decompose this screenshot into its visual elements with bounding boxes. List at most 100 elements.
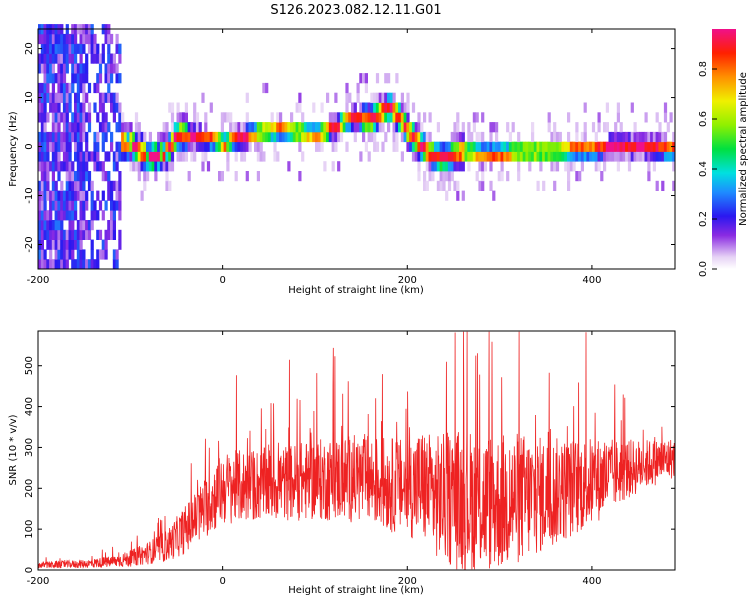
- spectrogram-cell: [85, 141, 89, 152]
- spectrogram-cell: [85, 53, 89, 64]
- spectrogram-cell: [82, 190, 86, 201]
- spectrogram-cell: [87, 151, 92, 162]
- spectrogram-cell: [550, 161, 554, 172]
- spectrogram-cell: [242, 122, 247, 133]
- colorbar-tick-label: 0.4: [698, 161, 709, 177]
- spectrogram-cell: [287, 122, 291, 133]
- spectrogram-cell: [287, 131, 291, 143]
- spectrogram-cell: [60, 63, 64, 74]
- spectrogram-cell: [425, 180, 429, 191]
- spectrogram-cell: [356, 82, 360, 94]
- spectrogram-cell: [165, 180, 169, 191]
- spectrogram-cell: [40, 220, 44, 231]
- spectrogram-cell: [472, 122, 476, 133]
- spectrogram-cell: [170, 102, 175, 113]
- spectrogram-cell: [79, 112, 83, 123]
- spectrogram-cell: [85, 229, 89, 240]
- spectrogram-cell: [123, 122, 128, 133]
- spectrogram-cell: [658, 122, 662, 133]
- spectrogram-cell: [46, 210, 50, 221]
- spectrogram-cell: [159, 161, 164, 172]
- spectrogram-cell: [62, 122, 67, 133]
- spectrogram-cell: [248, 131, 252, 143]
- spectrogram-cell: [481, 131, 485, 143]
- spectrogram-cell: [423, 171, 427, 182]
- spectrogram-cell: [90, 200, 94, 211]
- spectrogram-cell: [115, 122, 119, 133]
- spectrogram-cell: [547, 112, 551, 123]
- spectrogram-cell: [578, 141, 582, 152]
- spectrogram-cell: [101, 112, 105, 123]
- spectrogram-cell: [57, 33, 61, 45]
- spectrogram-cell: [373, 122, 377, 133]
- spectrogram-cell: [658, 151, 662, 162]
- spectrogram-cell: [107, 82, 111, 94]
- spectrogram-cell: [93, 43, 97, 54]
- spectrogram-cell: [345, 92, 349, 103]
- spectrogram-cell: [107, 53, 111, 64]
- spectrogram-cell: [481, 171, 485, 182]
- spectrogram-cell: [597, 141, 601, 152]
- spectrogram-cell: [112, 229, 116, 240]
- spectrogram-cell: [96, 141, 100, 152]
- spectrogram-cell: [262, 122, 266, 133]
- spectrogram-cell: [436, 151, 440, 162]
- spectrogram-cell: [51, 151, 55, 162]
- spectrogram-cell: [387, 122, 391, 133]
- spectrogram-cell: [644, 112, 648, 123]
- spectrogram-cell: [461, 141, 465, 152]
- spectrogram-cell: [40, 102, 44, 113]
- spectrogram-cell: [519, 141, 524, 152]
- spectrogram-cell: [395, 73, 399, 84]
- spectrogram-cell: [118, 151, 122, 162]
- spectrogram-cell: [392, 141, 396, 152]
- spectrogram-cell: [323, 122, 327, 133]
- spectrogram-cell: [567, 180, 571, 191]
- spectrogram-cell: [57, 102, 61, 113]
- spectrogram-cell: [467, 131, 471, 143]
- spectrogram-cell: [439, 161, 443, 172]
- spectrogram-cell: [351, 102, 355, 113]
- spectrogram-cell: [442, 161, 446, 172]
- spectrogram-cell: [619, 141, 623, 152]
- spectrogram-cell: [110, 200, 114, 211]
- spectrogram-cell: [76, 73, 80, 84]
- spectrogram-cell: [362, 102, 366, 113]
- spectrogram-cell: [619, 122, 623, 133]
- spectrogram-cell: [242, 151, 247, 162]
- spectrogram-cell: [110, 102, 114, 113]
- spectrogram-cell: [165, 131, 169, 143]
- spectrogram-cell: [442, 151, 446, 162]
- spectrogram-cell: [68, 190, 72, 201]
- spectrogram-cell: [187, 131, 191, 143]
- spectrogram-cell: [40, 190, 44, 201]
- spectrogram-cell: [118, 200, 122, 211]
- snr-panel: -200 0 200 400 0 100 200 300 400 500 Height of s…: [8, 330, 676, 596]
- spectrogram-cell: [115, 102, 119, 113]
- spectrogram-cell: [46, 220, 50, 231]
- spectrogram-cell: [74, 259, 78, 270]
- spectrogram-cell: [519, 151, 524, 162]
- spectrogram-cell: [561, 141, 565, 152]
- spectrogram-cell: [276, 131, 280, 143]
- spectrogram-cell: [115, 151, 119, 162]
- spectrogram-cell: [320, 102, 324, 113]
- spectrogram-cell: [497, 151, 501, 162]
- spectrogram-cell: [79, 131, 83, 143]
- spectrogram-cell: [398, 112, 402, 123]
- spectrogram-cell: [323, 131, 327, 143]
- spectrogram-cell: [298, 102, 302, 113]
- spectrogram-cell: [65, 249, 69, 260]
- spectrogram-cell: [472, 141, 476, 152]
- spectrogram-cell: [201, 161, 205, 172]
- spectrogram-cell: [101, 249, 105, 260]
- spectrogram-cell: [265, 82, 269, 94]
- spectrogram-cell: [68, 220, 72, 231]
- spectrogram-cell: [459, 141, 463, 152]
- spectrogram-cell: [57, 200, 61, 211]
- spectrogram-cell: [96, 210, 100, 221]
- spectrogram-cell: [49, 161, 53, 172]
- spectrogram-cell: [655, 141, 659, 152]
- spectrogram-cell: [420, 141, 424, 152]
- spectrogram-cell: [414, 122, 418, 133]
